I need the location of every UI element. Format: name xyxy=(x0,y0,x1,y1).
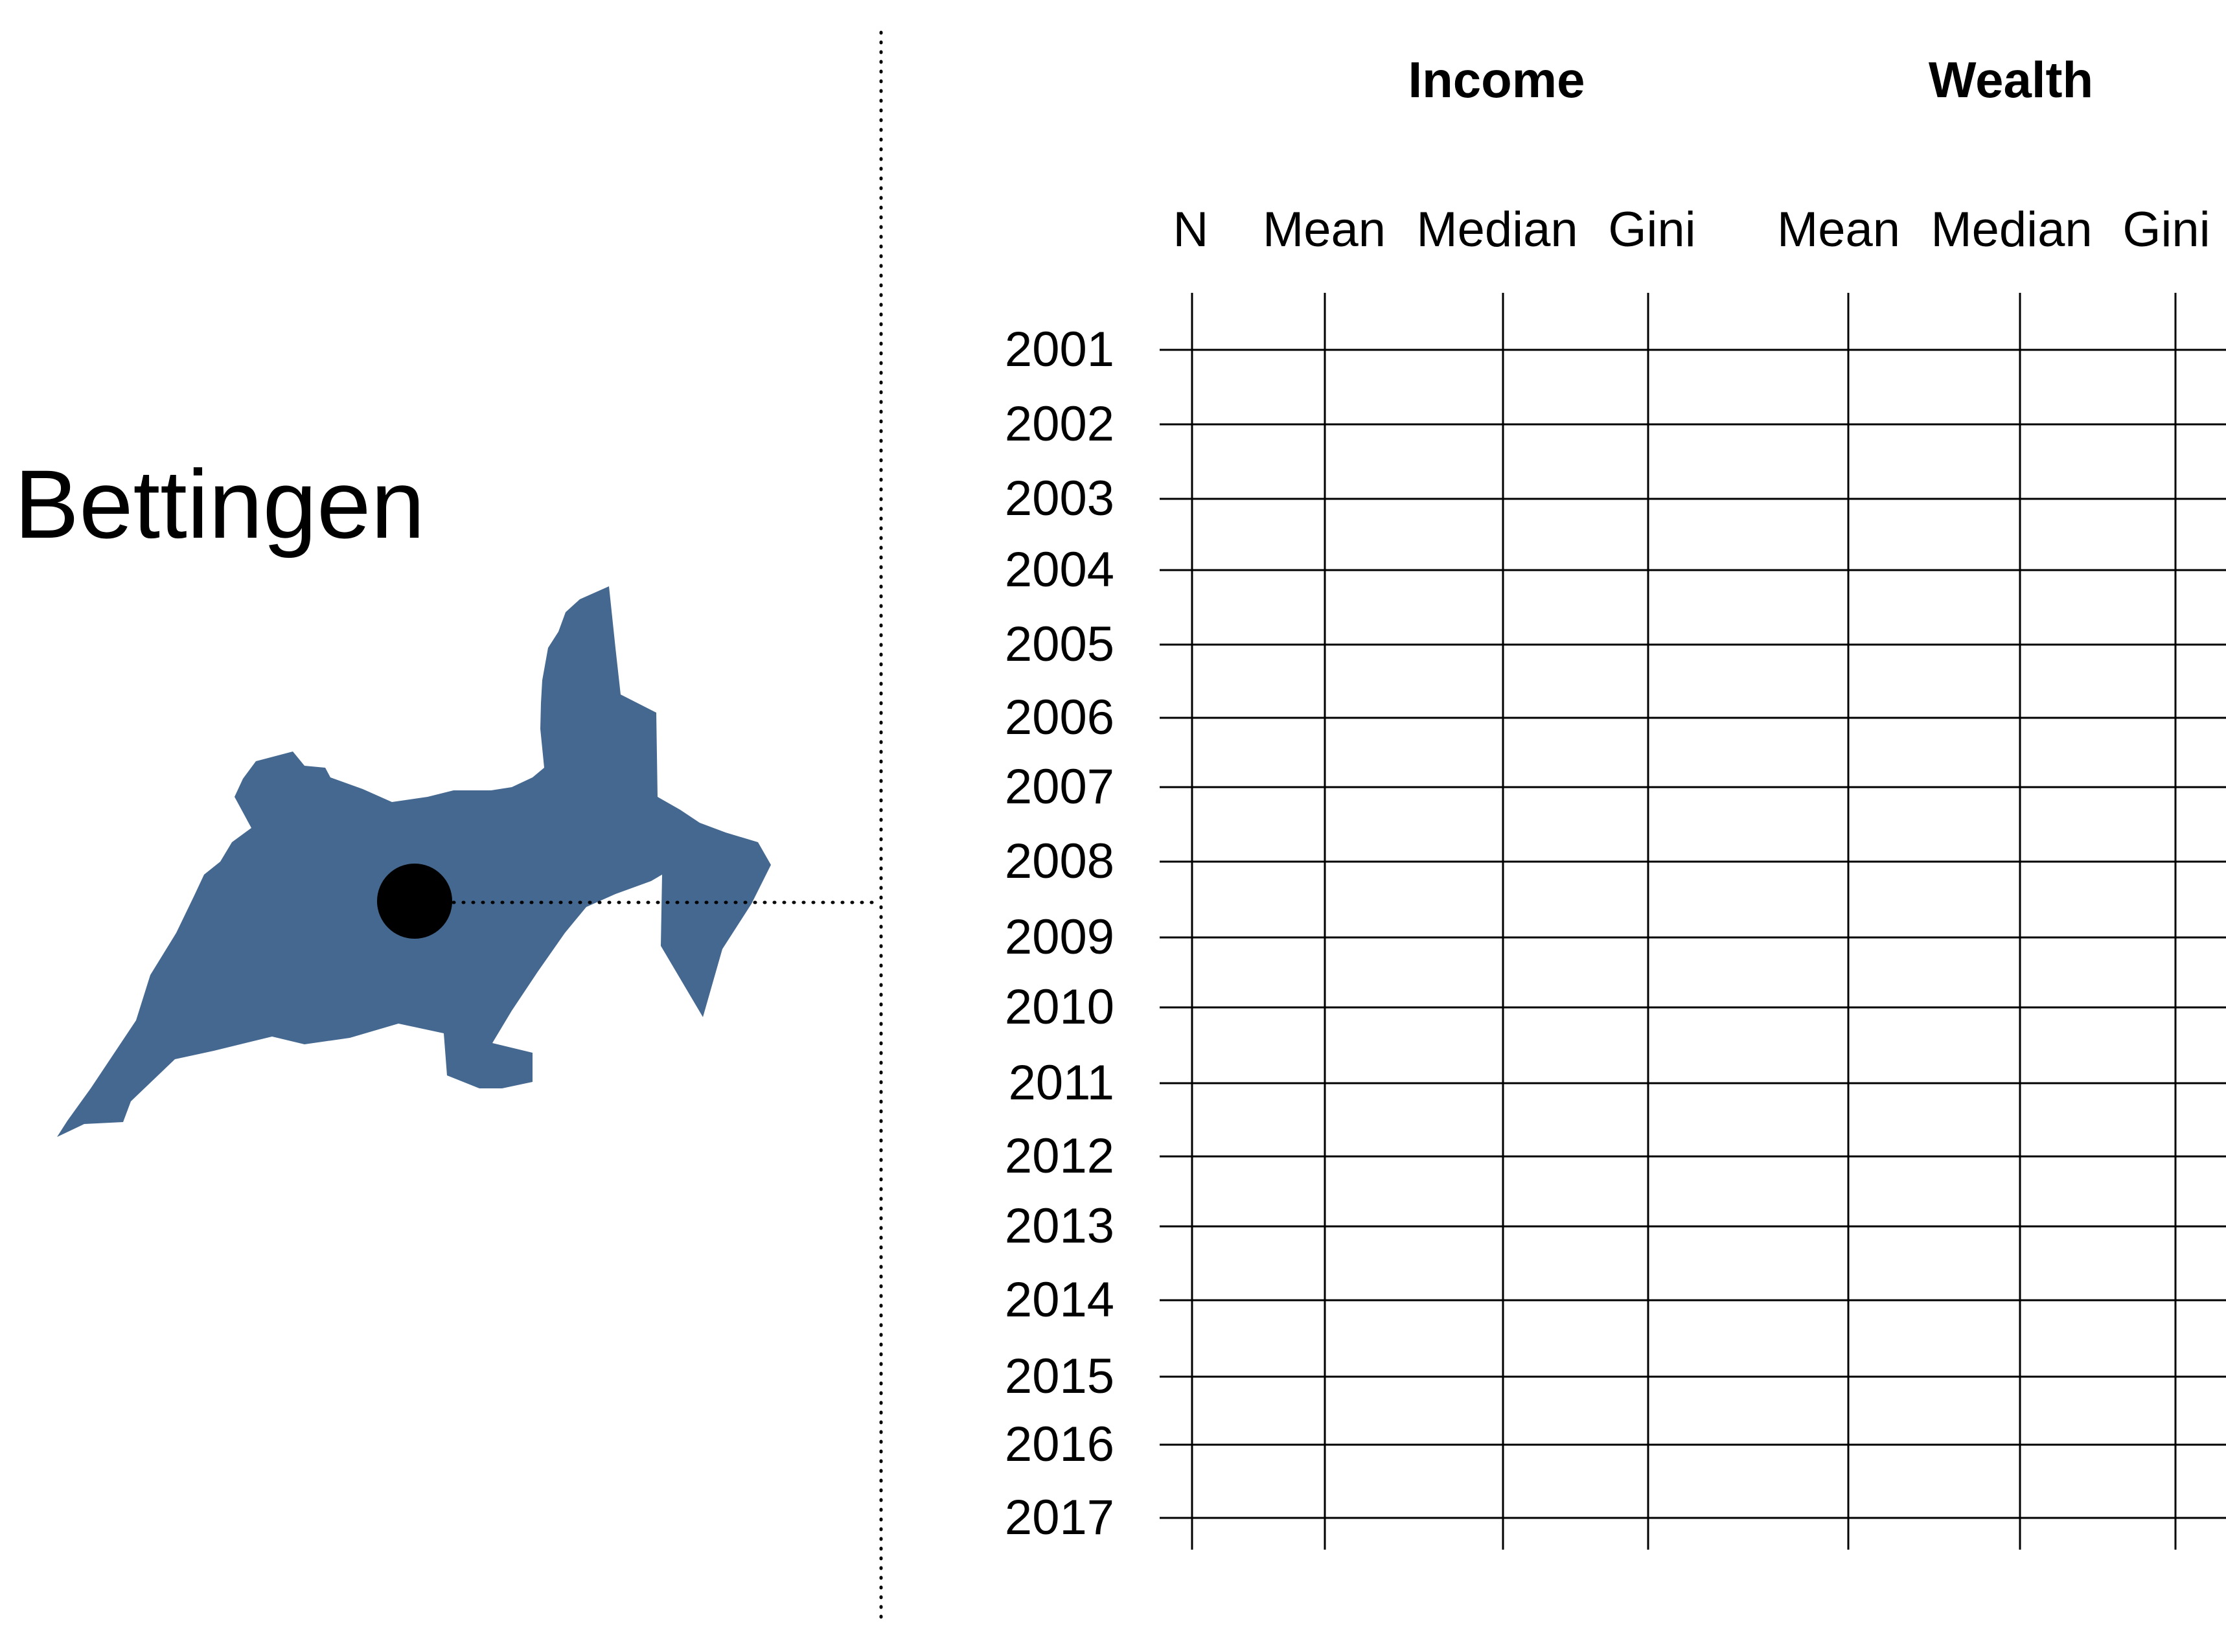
year-label: 2014 xyxy=(1005,1272,1114,1327)
column-header-n: N xyxy=(1173,202,1209,257)
statistics-table-grid xyxy=(1160,293,2226,1550)
region-map-shape xyxy=(57,586,771,1137)
column-header-income-mean: Mean xyxy=(1263,202,1386,257)
region-name: Bettingen xyxy=(14,450,425,558)
year-label: 2004 xyxy=(1005,542,1114,597)
year-label: 2010 xyxy=(1005,980,1114,1035)
year-label: 2007 xyxy=(1005,759,1114,814)
year-label: 2009 xyxy=(1005,910,1114,965)
column-header-income-gini: Gini xyxy=(1608,202,1695,257)
group-header-wealth: Wealth xyxy=(1929,51,2093,108)
column-header-wealth-gini: Gini xyxy=(2122,202,2210,257)
year-label: 2003 xyxy=(1005,471,1114,526)
column-header-wealth-median: Median xyxy=(1931,202,2092,257)
year-label: 2015 xyxy=(1005,1349,1114,1404)
year-label: 2006 xyxy=(1005,690,1114,745)
year-label: 2017 xyxy=(1005,1490,1114,1545)
year-label: 2008 xyxy=(1005,834,1114,889)
year-labels: 2001 2002 2003 2004 2005 2006 2007 2008 2009 2010… xyxy=(1005,322,1114,1545)
year-label: 2002 xyxy=(1005,396,1114,452)
statistics-table-headers: Income Wealth N Mean Median Gini Mean Me… xyxy=(1173,51,2210,257)
year-label: 2011 xyxy=(1009,1055,1114,1110)
region-location-marker xyxy=(377,864,452,939)
year-label: 2001 xyxy=(1005,322,1114,377)
year-label: 2016 xyxy=(1005,1417,1114,1472)
group-header-income: Income xyxy=(1408,51,1585,108)
column-header-income-median: Median xyxy=(1416,202,1578,257)
year-label: 2013 xyxy=(1005,1199,1114,1254)
year-label: 2005 xyxy=(1005,617,1114,672)
year-label: 2012 xyxy=(1005,1129,1114,1184)
column-header-wealth-mean: Mean xyxy=(1777,202,1900,257)
